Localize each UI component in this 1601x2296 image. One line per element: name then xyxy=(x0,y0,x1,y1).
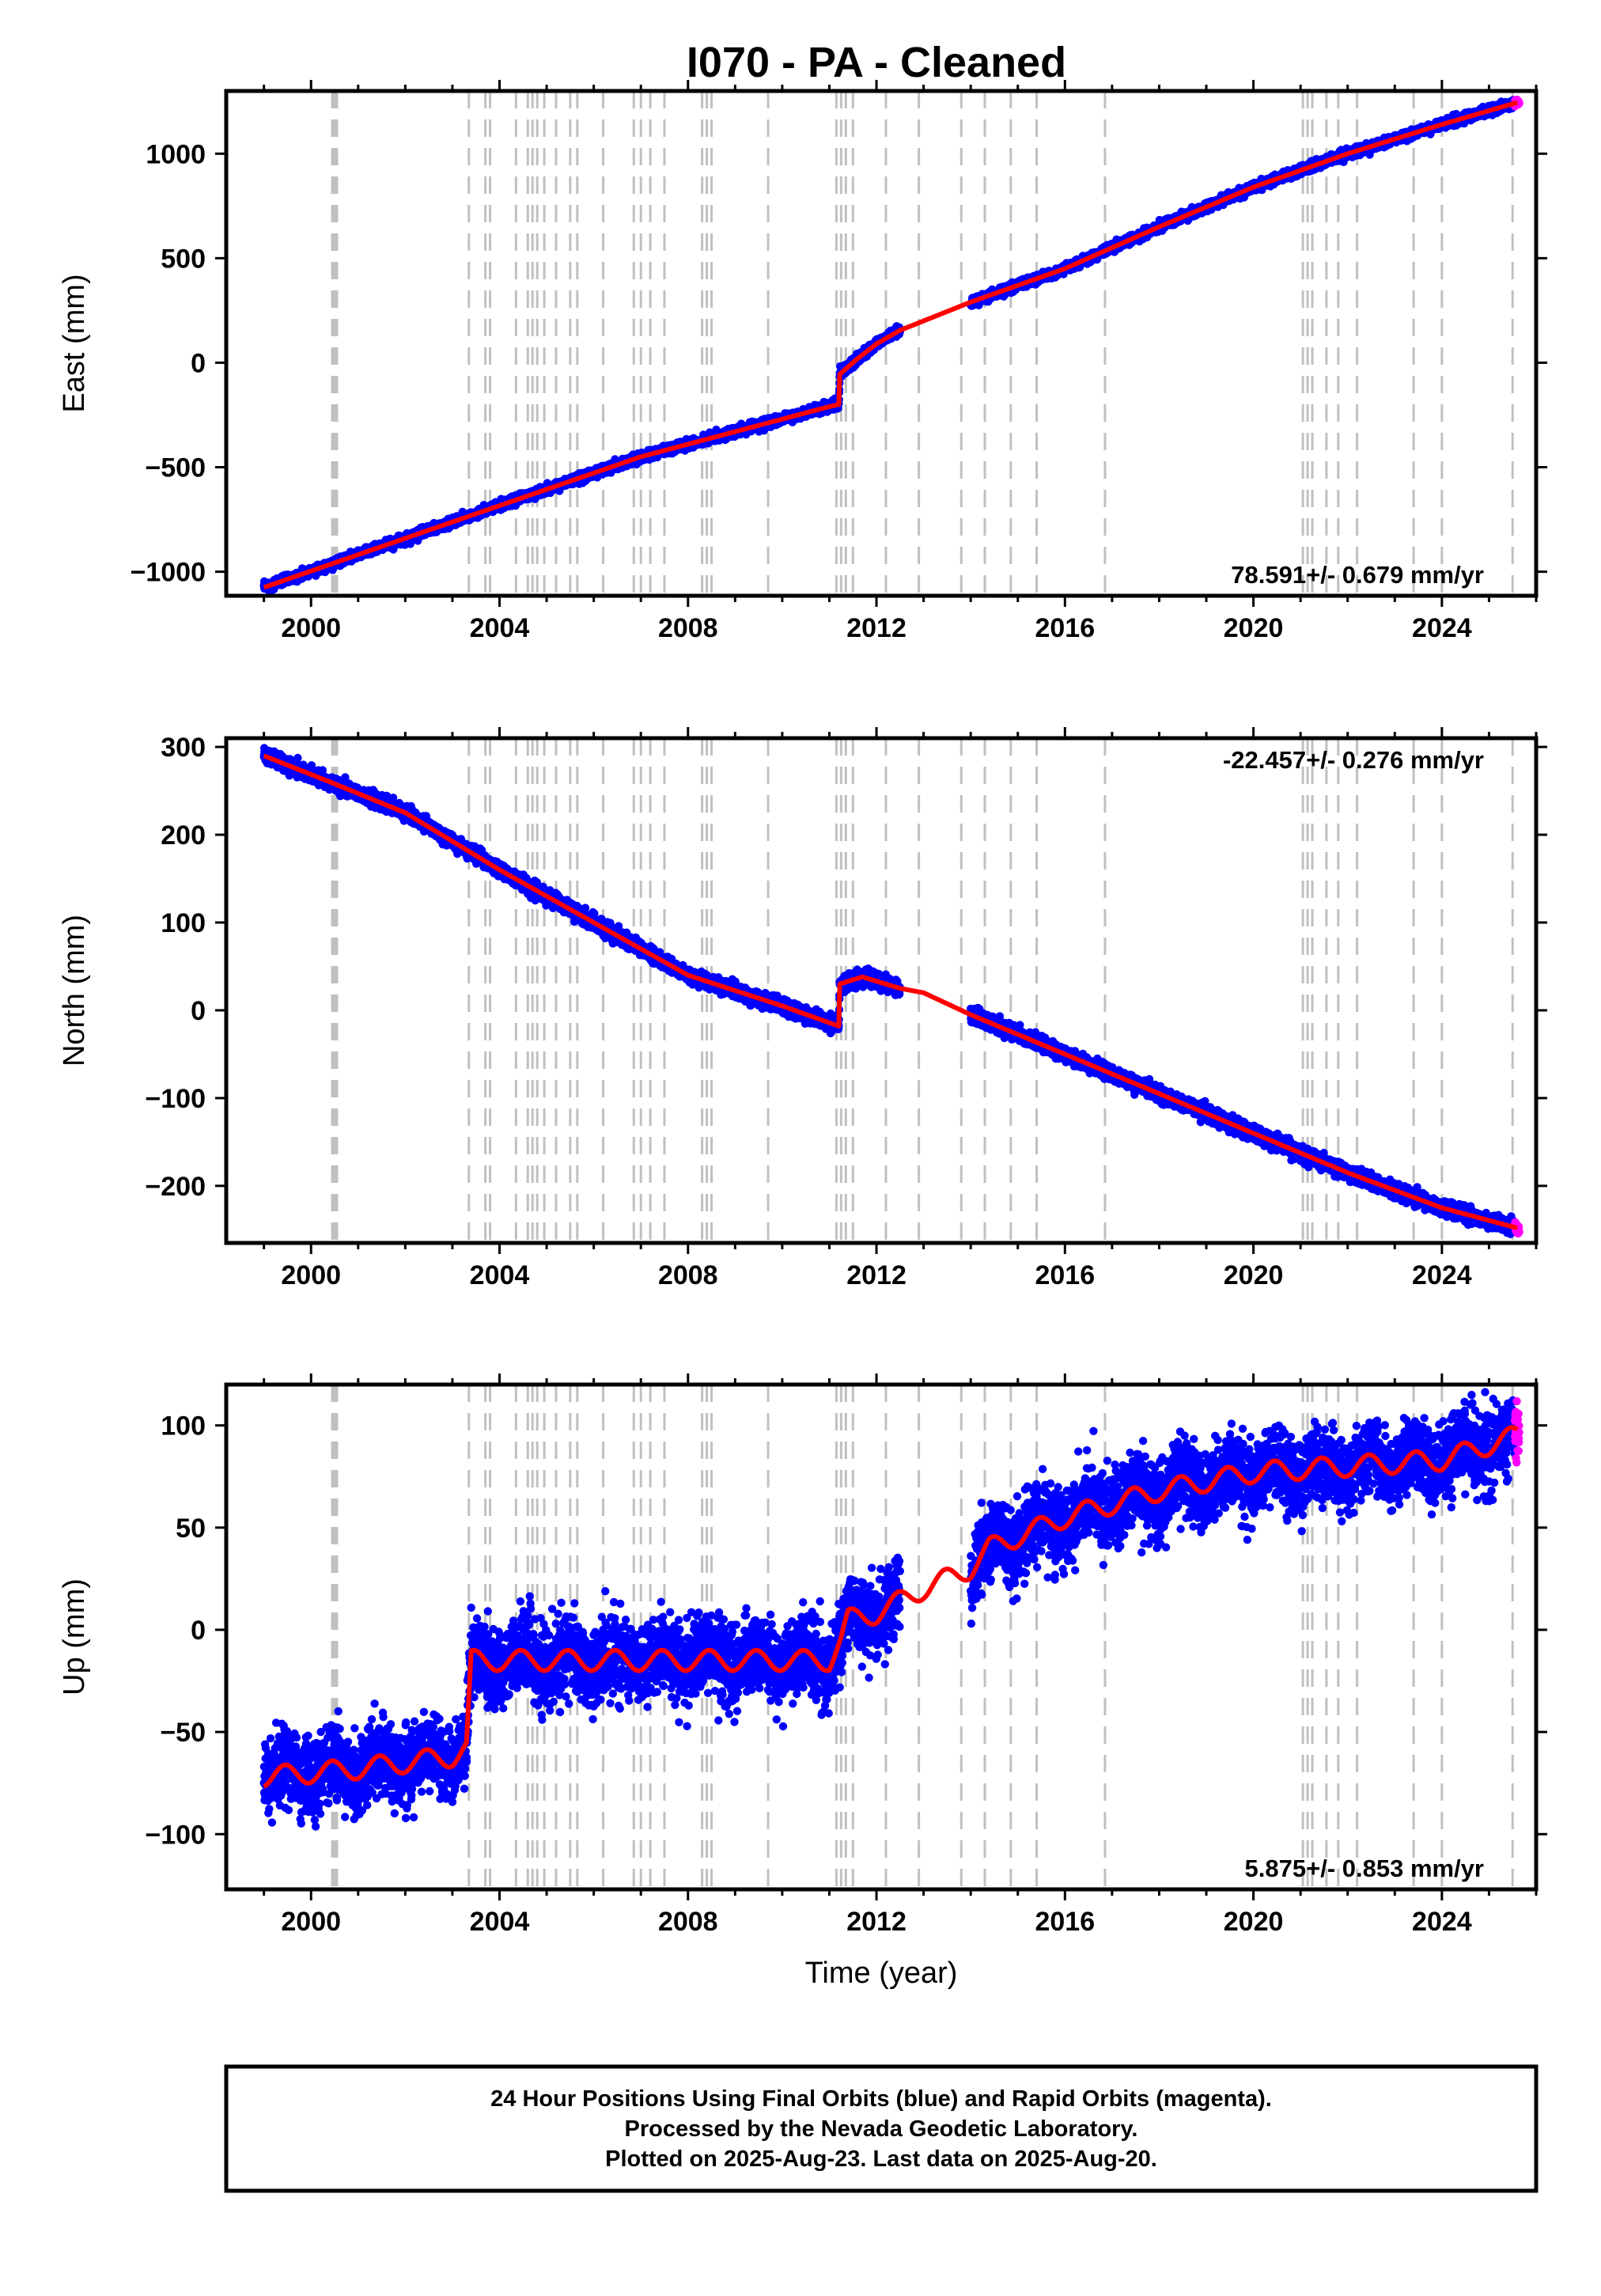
plot-area-east xyxy=(259,91,1523,596)
panels: 2000 2004 2008 2012 2016 2020 2024−1000−500050… xyxy=(58,80,1547,1990)
figure-title: I070 - PA - Cleaned xyxy=(687,39,1066,86)
series-final-orbits-east xyxy=(259,96,1520,595)
panel-east: 2000 2004 2008 2012 2016 2020 2024−1000−500050… xyxy=(58,80,1547,643)
